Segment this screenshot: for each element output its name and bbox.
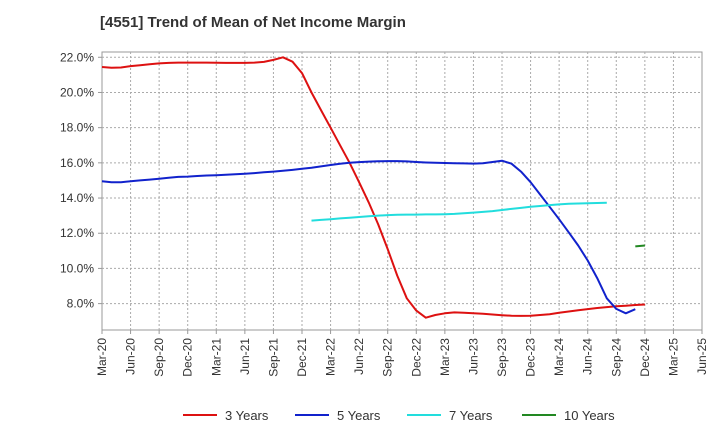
series-line-5-years [101,159,636,315]
y-tick-label: 16.0% [60,156,94,170]
y-tick-label: 14.0% [60,191,94,205]
y-tick-label: 10.0% [60,261,94,275]
x-tick-label: Sep-23 [495,338,509,377]
plot-area [101,51,703,331]
x-tick-label: Jun-25 [695,338,709,375]
x-tick-label: Mar-25 [666,338,680,376]
legend-label: 3 Years [225,408,269,423]
legend-label: 5 Years [337,408,381,423]
y-tick-label: 20.0% [60,85,94,99]
x-tick-label: Mar-21 [209,338,223,376]
series-line-3-years [101,56,645,319]
y-tick-label: 12.0% [60,226,94,240]
y-tick-label: 18.0% [60,121,94,135]
x-tick-label: Mar-22 [324,338,338,376]
x-tick-label: Jun-23 [466,338,480,375]
x-tick-label: Jun-21 [238,338,252,375]
x-tick-label: Mar-23 [438,338,452,376]
x-tick-label: Mar-20 [95,338,109,376]
legend-label: 7 Years [449,408,493,423]
x-tick-label: Sep-24 [609,338,623,377]
chart-title: [4551] Trend of Mean of Net Income Margi… [100,14,406,31]
legend-label: 10 Years [564,408,615,423]
x-tick-label: Dec-22 [409,338,423,377]
y-tick-label: 8.0% [67,297,95,311]
x-tick-label: Jun-20 [124,338,138,375]
x-tick-label: Sep-22 [381,338,395,377]
x-tick-label: Mar-24 [552,338,566,376]
x-tick-label: Dec-21 [295,338,309,377]
y-tick-label: 22.0% [60,50,94,64]
x-tick-label: Jun-24 [581,338,595,375]
series-line-7-years [311,201,607,222]
x-tick-label: Dec-24 [638,338,652,377]
x-tick-label: Dec-23 [524,338,538,377]
x-tick-label: Sep-20 [152,338,166,377]
series-line-10-years [635,244,645,248]
x-tick-label: Jun-22 [352,338,366,375]
x-tick-label: Dec-20 [181,338,195,377]
x-tick-label: Sep-21 [266,338,280,377]
